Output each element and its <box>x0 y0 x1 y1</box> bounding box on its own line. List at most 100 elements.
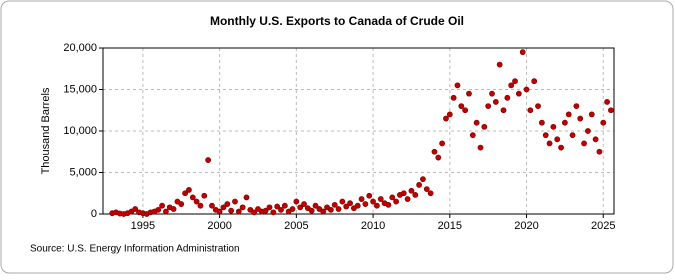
point <box>546 140 553 147</box>
point <box>561 119 568 126</box>
point <box>178 201 185 207</box>
point <box>585 128 591 134</box>
y-axis-label: Thousand Barrels <box>40 87 52 174</box>
point <box>542 132 549 139</box>
point <box>420 176 426 183</box>
point <box>193 198 200 205</box>
point <box>228 207 235 214</box>
point <box>339 198 346 205</box>
point <box>335 206 342 212</box>
point <box>404 196 411 202</box>
point <box>508 82 515 89</box>
point <box>462 107 469 114</box>
y-tick-label: 10,000 <box>63 125 97 137</box>
point <box>569 132 576 139</box>
point <box>331 201 338 208</box>
point <box>239 204 246 211</box>
point <box>412 192 419 198</box>
point <box>477 144 484 151</box>
point <box>182 190 188 197</box>
x-tick-label: 2015 <box>438 220 462 232</box>
point <box>159 202 165 209</box>
point <box>604 99 610 105</box>
point <box>189 194 196 201</box>
point <box>385 201 392 208</box>
point <box>186 187 192 193</box>
point <box>155 206 162 213</box>
point <box>320 208 327 215</box>
point <box>515 90 522 97</box>
point <box>446 111 453 118</box>
point <box>270 209 277 216</box>
point <box>427 190 434 197</box>
point <box>531 78 538 85</box>
point <box>197 202 204 209</box>
point <box>458 103 465 109</box>
point <box>347 200 353 207</box>
point <box>132 206 139 212</box>
point <box>519 49 526 56</box>
point <box>358 196 365 202</box>
point <box>489 90 495 97</box>
point <box>209 202 215 209</box>
point <box>312 202 319 209</box>
y-tick-label: 0 <box>91 208 97 220</box>
point <box>243 194 250 201</box>
point <box>550 123 557 130</box>
point <box>454 82 461 89</box>
point <box>469 132 476 139</box>
point <box>423 186 430 192</box>
point <box>527 107 534 114</box>
point <box>565 111 572 118</box>
point <box>281 202 288 209</box>
point <box>473 119 480 126</box>
point <box>431 148 438 155</box>
point <box>232 198 238 205</box>
x-tick-label: 2000 <box>207 220 231 232</box>
point <box>163 208 169 215</box>
chart-title: Monthly U.S. Exports to Canada of Crude … <box>210 14 464 28</box>
point <box>205 157 212 163</box>
point <box>588 111 595 118</box>
point <box>278 206 284 213</box>
point <box>374 202 380 209</box>
point <box>492 99 499 105</box>
point <box>439 140 446 147</box>
point <box>220 204 227 211</box>
point <box>362 201 369 207</box>
y-tick-label: 5,000 <box>69 166 97 178</box>
point <box>297 204 304 211</box>
y-tick-label: 15,000 <box>63 83 97 95</box>
point <box>343 203 350 210</box>
point <box>496 61 503 68</box>
plot-border <box>102 47 615 215</box>
point <box>251 209 258 216</box>
point <box>216 208 223 215</box>
point <box>354 202 361 209</box>
point <box>224 201 231 207</box>
point <box>370 198 376 205</box>
point <box>289 206 296 212</box>
point <box>504 94 511 101</box>
point <box>170 206 177 212</box>
point <box>274 203 281 210</box>
point <box>400 190 407 197</box>
point <box>558 144 564 151</box>
point <box>266 204 273 211</box>
point <box>450 94 457 101</box>
point <box>500 107 507 114</box>
x-tick-label: 1995 <box>131 220 155 232</box>
point <box>327 206 334 213</box>
point <box>301 201 307 207</box>
point <box>485 103 492 109</box>
point <box>523 86 530 93</box>
point <box>377 196 384 202</box>
point <box>389 194 396 201</box>
point <box>512 78 518 85</box>
point <box>393 198 399 205</box>
source: Source: U.S. Energy Information Administ… <box>30 244 240 255</box>
point <box>573 103 580 109</box>
point <box>596 148 603 155</box>
point <box>366 192 373 199</box>
